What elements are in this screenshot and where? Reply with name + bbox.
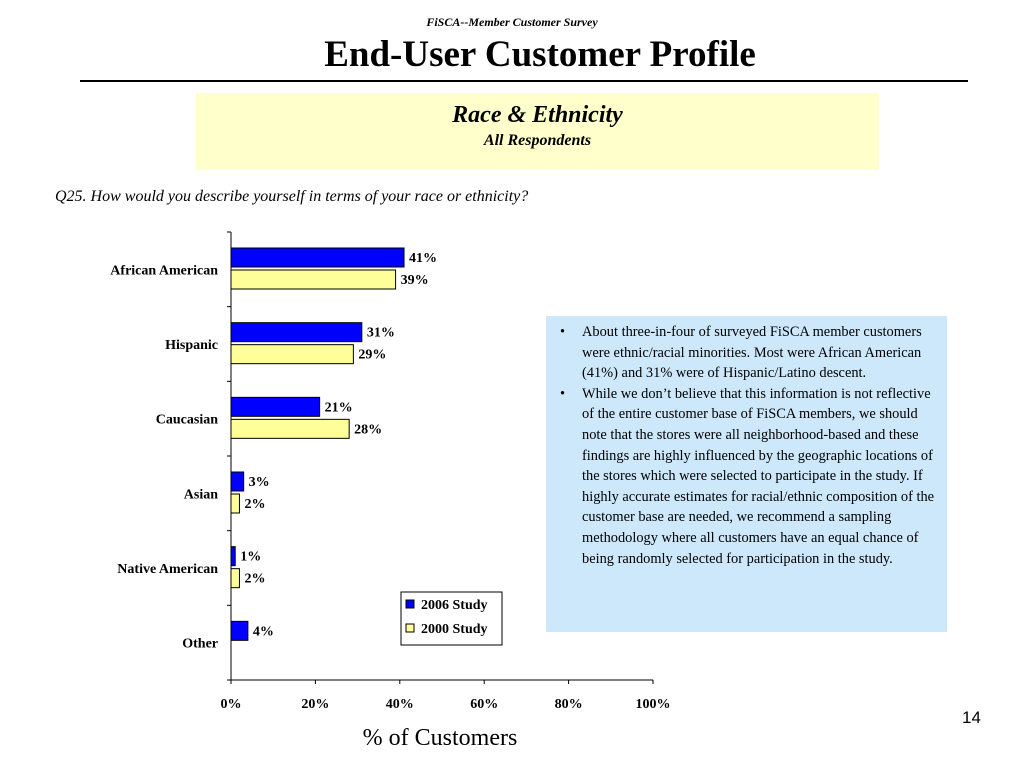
finding-text: While we don’t believe that this informa… — [582, 385, 935, 567]
legend-swatch — [405, 623, 415, 633]
title-divider — [80, 80, 968, 82]
finding-item: • While we don’t believe that this inform… — [546, 384, 937, 569]
bar-2006 — [230, 396, 321, 417]
category-label: African American — [110, 263, 218, 278]
finding-item: • About three-in-four of surveyed FiSCA m… — [546, 322, 937, 384]
subtitle-sub: All Respondents — [483, 132, 592, 149]
findings-list: • About three-in-four of surveyed FiSCA m… — [546, 316, 947, 569]
survey-question: Q25. How would you describe yourself in … — [55, 188, 529, 205]
data-label: 31% — [367, 326, 395, 341]
x-tick-label: 0% — [221, 697, 242, 712]
data-label: 2% — [244, 497, 265, 512]
bar-2000 — [230, 269, 397, 290]
survey-label: FiSCA--Member Customer Survey — [426, 15, 598, 29]
page-title: End-User Customer Profile — [324, 34, 756, 75]
x-axis-title: % of Customers — [362, 725, 518, 751]
category-label: Other — [182, 637, 218, 652]
bar-2000 — [230, 344, 354, 365]
findings-note-box: • About three-in-four of surveyed FiSCA m… — [546, 316, 947, 632]
data-label: 28% — [354, 422, 382, 437]
data-label: 2% — [244, 572, 265, 587]
category-label: Asian — [184, 487, 218, 502]
subtitle-main: Race & Ethnicity — [452, 102, 623, 128]
data-label: 29% — [358, 348, 386, 363]
bar-2006 — [230, 322, 363, 343]
bar-2006 — [230, 471, 245, 492]
legend-label: 2006 Study — [421, 598, 488, 613]
data-label: 39% — [401, 273, 429, 288]
data-label: 3% — [249, 475, 270, 490]
x-tick-label: 20% — [301, 697, 329, 712]
bar-2000 — [230, 568, 240, 589]
finding-text: About three-in-four of surveyed FiSCA me… — [582, 324, 922, 382]
x-tick-label: 60% — [470, 697, 498, 712]
bar-2006 — [230, 546, 236, 567]
bar-2000 — [230, 418, 350, 439]
legend-box — [400, 591, 503, 646]
data-label: 21% — [325, 400, 353, 415]
data-label: 1% — [240, 550, 261, 565]
subtitle-box: Race & Ethnicity All Respondents — [196, 93, 879, 170]
bar-2006 — [230, 247, 405, 268]
bar-2000 — [230, 493, 240, 514]
page-number: 14 — [962, 708, 981, 727]
bullet-icon: • — [560, 385, 566, 402]
data-label: 4% — [253, 624, 274, 639]
x-tick-label: 100% — [636, 697, 671, 712]
category-label: Native American — [117, 562, 218, 577]
legend-label: 2000 Study — [421, 622, 488, 637]
x-tick-label: 80% — [555, 697, 583, 712]
x-tick-label: 40% — [386, 697, 414, 712]
bar-2006 — [230, 620, 249, 641]
category-label: Hispanic — [165, 338, 218, 353]
data-label: 41% — [409, 251, 437, 266]
bullet-icon: • — [560, 324, 566, 340]
legend-swatch — [405, 599, 415, 609]
category-label: Caucasian — [156, 413, 218, 428]
